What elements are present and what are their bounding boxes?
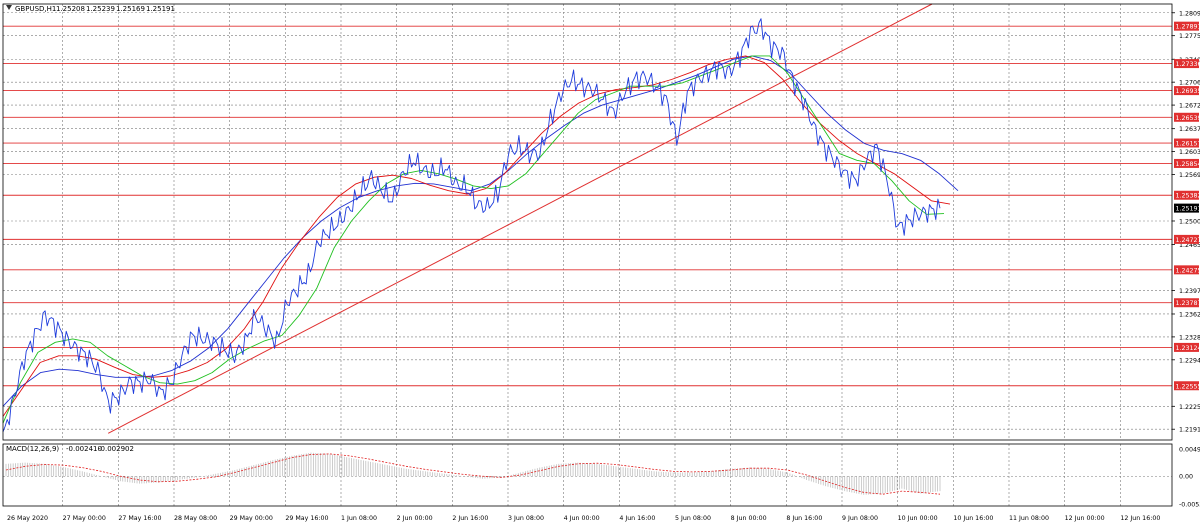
x-tick-label: 11 Jun 08:00: [1009, 515, 1049, 522]
x-tick-label: 10 Jun 00:00: [898, 515, 938, 522]
level-price-label: 1.27336: [1176, 61, 1200, 68]
x-tick-label: 26 May 2020: [7, 515, 48, 522]
x-tick-label: 29 May 16:00: [285, 515, 328, 522]
ohlc-low: 1.25169: [116, 5, 145, 13]
level-price-label: 1.23124: [1176, 345, 1200, 352]
y-tick-label: 1.23970: [1179, 288, 1200, 295]
x-tick-label: 8 Jun 00:00: [731, 515, 767, 522]
level-price-label: 1.22555: [1176, 383, 1200, 390]
x-tick-label: 5 Jun 08:00: [675, 515, 711, 522]
y-tick-label: 1.22250: [1179, 404, 1200, 411]
macd-y-tick-label: 0.00494: [1179, 447, 1200, 454]
ohlc-close: 1.25191: [146, 5, 175, 13]
x-tick-label: 27 May 16:00: [118, 515, 161, 522]
y-tick-label: 1.25690: [1179, 172, 1200, 179]
y-tick-label: 1.21910: [1179, 427, 1200, 434]
macd-value: -0.002410: [66, 445, 102, 453]
chart-title: GBPUSD,H1: [15, 5, 56, 13]
x-tick-label: 4 Jun 00:00: [564, 515, 600, 522]
ohlc-open: 1.25208: [56, 5, 85, 13]
x-tick-label: 28 May 08:00: [174, 515, 217, 522]
macd-label: MACD(12,26,9): [6, 445, 59, 453]
x-tick-label: 10 Jun 16:00: [953, 515, 993, 522]
level-price-label: 1.27891: [1176, 24, 1200, 31]
y-tick-label: 1.26720: [1179, 103, 1200, 110]
x-tick-label: 2 Jun 16:00: [452, 515, 488, 522]
level-price-label: 1.25382: [1176, 193, 1200, 200]
y-tick-label: 1.25000: [1179, 218, 1200, 225]
x-tick-label: 29 May 00:00: [230, 515, 273, 522]
y-tick-label: 1.27750: [1179, 33, 1200, 40]
level-price-label: 1.23787: [1176, 300, 1200, 307]
x-tick-label: 3 Jun 08:00: [508, 515, 544, 522]
level-price-label: 1.26539: [1176, 115, 1200, 122]
x-tick-label: 12 Jun 00:00: [1065, 515, 1105, 522]
y-tick-label: 1.23280: [1179, 334, 1200, 341]
level-price-label: 1.25854: [1176, 161, 1200, 168]
y-tick-label: 1.26370: [1179, 126, 1200, 133]
x-tick-label: 2 Jun 00:00: [397, 515, 433, 522]
y-tick-label: 1.28090: [1179, 10, 1200, 17]
macd-signal-value: -0.002902: [98, 445, 134, 453]
x-tick-label: 12 Jun 16:00: [1120, 515, 1160, 522]
y-tick-label: 1.22940: [1179, 357, 1200, 364]
macd-y-tick-label: -0.00533: [1179, 502, 1200, 509]
level-price-label: 1.24727: [1176, 237, 1200, 244]
x-tick-label: 9 Jun 08:00: [842, 515, 878, 522]
y-tick-label: 1.23620: [1179, 311, 1200, 318]
x-tick-label: 1 Jun 08:00: [341, 515, 377, 522]
x-tick-label: 4 Jun 16:00: [619, 515, 655, 522]
x-tick-label: 8 Jun 16:00: [786, 515, 822, 522]
macd-y-tick-label: 0.00: [1179, 474, 1193, 481]
level-price-label: 1.24275: [1176, 267, 1200, 274]
x-tick-label: 27 May 00:00: [63, 515, 106, 522]
ohlc-high: 1.25239: [86, 5, 115, 13]
current-price-label: 1.25191: [1176, 206, 1200, 213]
level-price-label: 1.26935: [1176, 88, 1200, 95]
level-price-label: 1.26157: [1176, 141, 1200, 148]
y-tick-label: 1.27060: [1179, 80, 1200, 87]
y-tick-label: 1.26030: [1179, 149, 1200, 156]
